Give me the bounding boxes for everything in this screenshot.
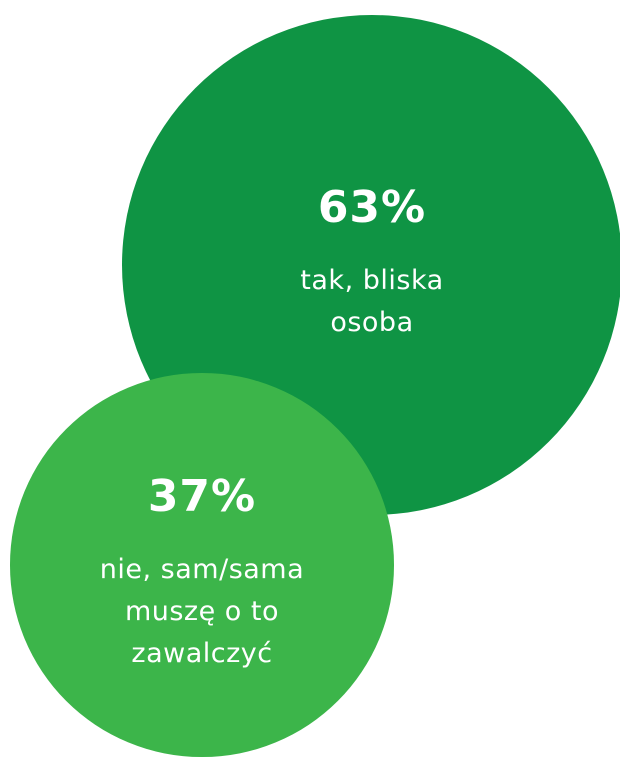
bubble-content: 63% tak, bliska osoba [272, 181, 472, 344]
bubble-content: 37% nie, sam/sama muszę o to zawalczyć [77, 470, 327, 675]
value-label: 37% [147, 470, 257, 522]
category-label: nie, sam/sama muszę o to zawalczyć [99, 553, 305, 669]
bubble: 37% nie, sam/sama muszę o to zawalczyć [10, 373, 394, 757]
value-label: 63% [317, 181, 427, 233]
category-label: tak, bliska osoba [300, 264, 444, 338]
